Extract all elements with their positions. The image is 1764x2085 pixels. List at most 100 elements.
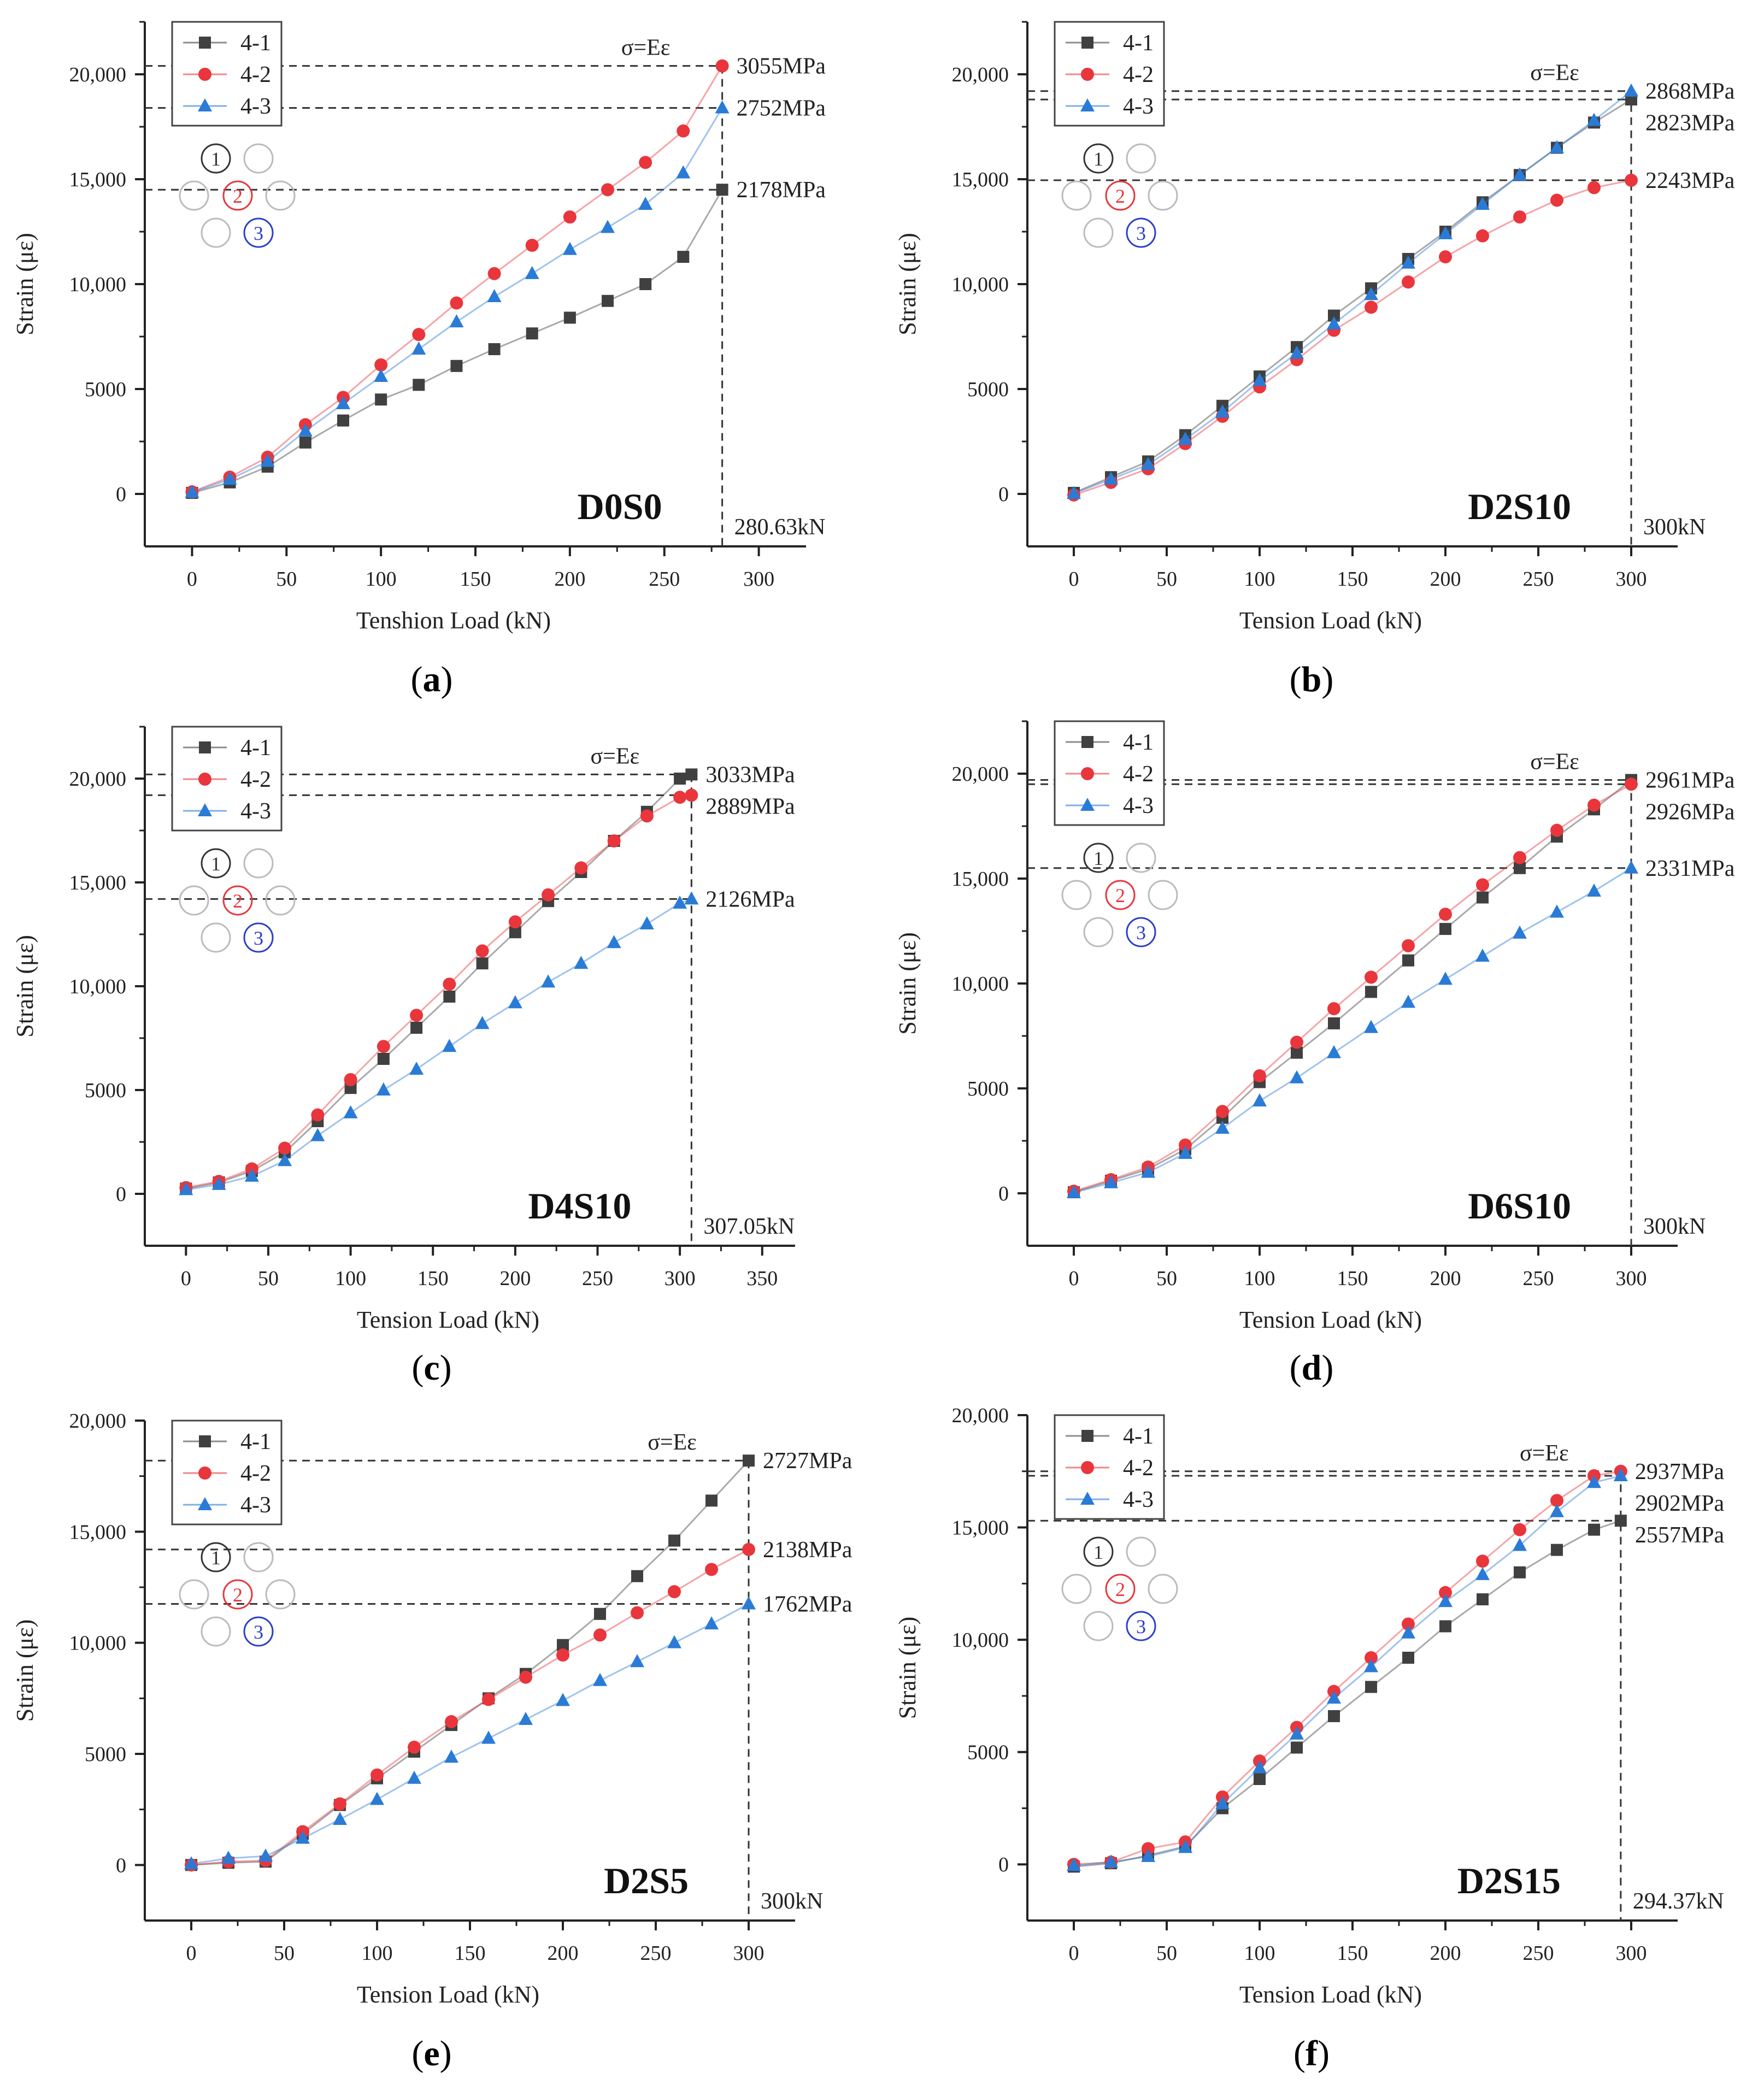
data-point [1613,1468,1628,1481]
legend-label: 4-1 [1123,31,1154,56]
y-tick-label: 10,000 [69,975,127,998]
data-point [1328,309,1340,322]
data-point [525,266,539,279]
legend-label: 4-3 [1123,793,1154,818]
data-point [673,791,687,804]
legend-label: 4-3 [1123,94,1154,119]
strand-circle [1083,917,1114,947]
strand-circle [1105,880,1136,910]
y-tick-label: 5000 [85,1079,126,1102]
data-point [1178,432,1192,445]
caption-close: ) [440,2034,452,2074]
strand-circle [1126,1611,1156,1641]
caption-open: ( [1290,1348,1302,1388]
data-point [557,1639,569,1651]
x-tick-label: 200 [548,1942,579,1965]
data-point [684,891,699,905]
legend-marker [1081,37,1093,49]
data-point [371,1768,384,1782]
strand-circle [1083,217,1114,248]
data-point [1402,1617,1415,1631]
panel-caption: (e) [411,2034,451,2074]
x-tick-label: 0 [1069,1267,1079,1290]
stress-annotation: 3033MPa [705,762,795,787]
data-point [1364,287,1378,301]
strand-circle [1061,880,1092,910]
series-line-4-1 [1073,1519,1621,1868]
data-point [601,220,615,233]
y-tick-label: 5000 [967,1077,1009,1100]
x-axis-title: Tenshion Load (kN) [356,607,551,634]
data-point [1365,1681,1377,1693]
strand-label: 1 [1093,148,1103,170]
y-tick-label: 10,000 [69,1632,127,1655]
data-point [1614,1515,1627,1527]
caption-close: ) [1318,2034,1330,2074]
x-tick-label: 200 [1430,1942,1461,1965]
y-tick-label: 0 [998,1182,1009,1205]
data-point [1476,1554,1489,1568]
x-tick-label: 150 [1337,1942,1368,1965]
data-point [574,861,588,875]
ultimate-load-label: 294.37kN [1633,1889,1724,1914]
series-line-4-1 [192,189,723,494]
data-point [374,368,389,382]
x-tick-label: 100 [1244,1267,1275,1290]
data-point [1253,1069,1266,1082]
stress-annotation: 2937MPa [1635,1459,1725,1485]
x-axis-title: Tension Load (kN) [1239,607,1422,634]
data-point [411,341,426,355]
data-point [1625,173,1638,187]
data-point [676,165,691,179]
series-line-4-2 [186,794,692,1189]
caption-open: ( [411,659,423,699]
legend-marker [1080,798,1095,811]
data-point [519,1670,532,1684]
data-point [593,1628,607,1642]
legend-marker [1080,98,1095,111]
data-point [1587,1475,1601,1488]
series-line-4-3 [1073,867,1632,1194]
strand-circle [1148,880,1178,910]
data-point [1624,860,1638,874]
strand-circle [222,180,253,211]
strand-circle [201,217,231,248]
data-point [1438,1594,1453,1607]
x-tick-label: 300 [1616,1942,1647,1965]
chart-panel-a: 0 50 100 150 200 250 300 0 5000 10,000 15,000 20,00… [11,21,826,634]
data-point [409,1062,424,1075]
x-tick-label: 50 [1156,1267,1177,1290]
stress-annotation: 2331MPa [1645,856,1735,881]
data-point [1439,923,1451,935]
data-point [410,1022,423,1034]
stress-annotation: 2557MPa [1635,1523,1725,1548]
data-point [1551,1544,1563,1556]
data-point [1402,1652,1414,1664]
x-tick-label: 100 [366,568,397,591]
data-point [298,423,313,437]
data-point [715,100,730,114]
data-point [1104,1854,1118,1868]
data-point [1364,1659,1378,1672]
x-tick-label: 250 [1523,568,1554,591]
x-tick-label: 0 [1069,568,1079,591]
formula-label: σ=Eε [1520,1441,1569,1466]
formula-label: σ=Eε [621,36,671,61]
data-point [716,184,728,196]
legend-label: 4-3 [240,799,271,824]
data-point [344,1073,357,1086]
caption-letter: f [1306,2034,1318,2074]
x-tick-label: 300 [733,1942,765,1965]
data-point [412,328,426,341]
y-tick-label: 5000 [967,1741,1009,1764]
x-tick-label: 50 [276,568,297,591]
x-tick-label: 50 [274,1942,295,1965]
data-point [1290,1726,1304,1740]
panel-caption: (a) [411,659,453,699]
data-point [376,1082,391,1095]
strand-circle [222,885,253,916]
data-point [450,360,463,372]
strand-label: 1 [211,1547,221,1569]
x-axis-title: Tension Load (kN) [357,1306,539,1333]
